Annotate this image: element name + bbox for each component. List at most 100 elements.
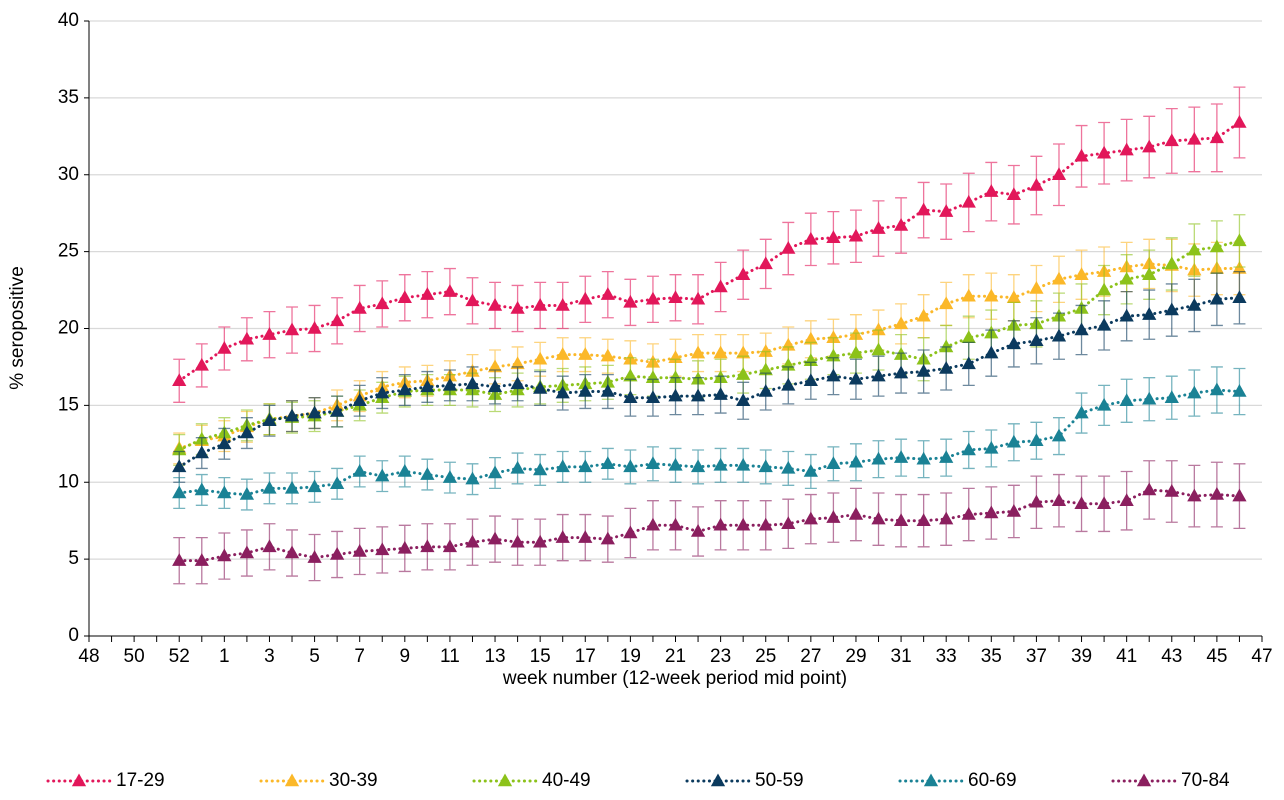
marker <box>803 331 818 345</box>
marker <box>623 390 638 403</box>
marker <box>668 370 683 383</box>
marker <box>713 457 728 471</box>
marker <box>668 290 683 303</box>
y-tick-label: 35 <box>58 87 79 108</box>
marker <box>1119 142 1134 156</box>
marker <box>420 467 435 480</box>
marker <box>239 425 255 439</box>
marker <box>871 368 886 382</box>
marker <box>375 542 390 556</box>
marker <box>330 547 345 560</box>
y-tick-label: 30 <box>58 164 79 185</box>
marker <box>262 539 277 553</box>
y-tick-label: 25 <box>58 241 79 262</box>
marker <box>758 517 773 531</box>
x-tick-label: 9 <box>400 646 411 667</box>
marker <box>1074 405 1089 419</box>
marker <box>465 534 480 548</box>
marker <box>510 534 525 548</box>
marker <box>961 194 976 208</box>
marker <box>916 364 931 377</box>
marker <box>262 413 277 426</box>
x-tick-label: 29 <box>845 646 866 667</box>
marker <box>871 451 886 465</box>
marker <box>487 359 503 373</box>
marker <box>1164 390 1179 403</box>
marker <box>826 368 841 382</box>
marker <box>736 345 751 359</box>
marker <box>668 388 683 402</box>
marker <box>1074 322 1089 336</box>
marker <box>1029 333 1044 347</box>
marker <box>172 553 187 566</box>
marker <box>939 450 954 463</box>
marker <box>736 393 751 407</box>
marker <box>194 553 209 566</box>
legend-label: 60-69 <box>968 770 1017 791</box>
marker <box>984 288 999 302</box>
marker <box>645 456 661 470</box>
marker <box>578 459 593 473</box>
marker <box>893 365 909 379</box>
legend-marker <box>1136 773 1152 787</box>
x-tick-label: 27 <box>800 646 821 667</box>
marker <box>1119 271 1134 285</box>
marker <box>510 301 525 314</box>
marker <box>826 510 841 523</box>
marker <box>600 531 615 545</box>
marker <box>758 459 773 473</box>
marker <box>893 450 909 463</box>
marker <box>1164 302 1179 316</box>
marker <box>1051 493 1067 506</box>
marker <box>442 284 458 297</box>
marker <box>736 367 751 380</box>
marker <box>600 384 615 397</box>
marker <box>284 408 300 422</box>
x-tick-label: 50 <box>124 646 145 667</box>
marker <box>307 550 322 563</box>
marker <box>939 296 954 310</box>
x-tick-label: 11 <box>440 646 460 667</box>
marker <box>713 279 728 293</box>
marker <box>1142 139 1157 153</box>
legend-marker <box>710 773 726 787</box>
legend-label: 40-49 <box>542 770 591 791</box>
marker <box>848 228 864 242</box>
legend-marker <box>284 773 300 787</box>
legend-marker <box>497 773 513 787</box>
marker <box>578 530 593 543</box>
marker <box>690 459 706 473</box>
marker <box>713 517 728 531</box>
marker <box>803 463 818 477</box>
marker <box>848 507 864 520</box>
marker <box>600 456 615 470</box>
marker <box>352 463 367 477</box>
marker <box>194 357 209 371</box>
marker <box>1051 167 1067 180</box>
marker <box>307 405 322 419</box>
marker <box>1164 483 1179 497</box>
marker <box>375 296 390 310</box>
marker <box>555 385 570 399</box>
marker <box>961 356 976 370</box>
marker <box>961 442 976 456</box>
marker <box>1187 242 1202 256</box>
marker <box>871 342 886 356</box>
marker <box>442 377 458 391</box>
marker <box>1232 488 1247 502</box>
marker <box>465 376 480 390</box>
marker <box>668 457 683 471</box>
x-tick-label: 35 <box>981 646 1002 667</box>
marker <box>1096 317 1112 331</box>
marker <box>465 471 480 485</box>
marker <box>1119 493 1134 506</box>
x-tick-label: 13 <box>484 646 505 667</box>
marker <box>352 393 367 407</box>
marker <box>848 345 864 359</box>
marker <box>984 345 999 359</box>
legend-label: 70-84 <box>1181 770 1230 791</box>
marker <box>420 539 435 553</box>
marker <box>284 545 300 559</box>
marker <box>826 330 841 343</box>
